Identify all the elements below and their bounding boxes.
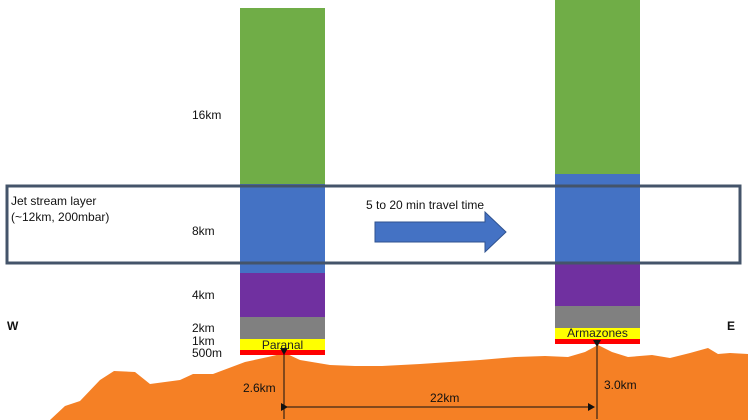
distance-label: 22km [430,391,460,405]
armazones-height-label: 3.0km [604,378,637,392]
jet-stream-title-line2: (~12km, 200mbar) [11,210,110,224]
travel-arrow [374,210,507,254]
west-label: W [7,319,19,333]
east-label: E [727,319,736,333]
layer-500m-label: 500m [192,346,223,360]
armazones-1km-layer [555,328,640,339]
jet-stream-title: Jet stream layer (~12km, 200mbar) [11,193,109,225]
armazones-4km-layer [555,263,640,306]
paranal-1km-layer [240,339,325,350]
armazones-2km-layer [555,306,640,328]
armazones-16km-layer [555,0,640,174]
jet-stream-title-line1: Jet stream layer [11,194,97,208]
layer-16km-label: 16km [192,108,222,122]
armazones-8km-layer [555,174,640,263]
layer-4km-label: 4km [192,288,215,302]
paranal-16km-layer [240,8,325,184]
layer-1km-label: 1km [192,334,215,348]
layer-2km-label: 2km [192,321,215,335]
terrain-profile [50,345,748,420]
paranal-height-label: 2.6km [243,381,276,395]
layer-8km-label: 8km [192,224,215,238]
travel-time-label: 5 to 20 min travel time [366,198,485,212]
paranal-4km-layer [240,273,325,317]
paranal-8km-layer [240,184,325,273]
armazones-label: Armazones [567,326,628,340]
paranal-label: Paranal [261,338,304,352]
jet-stream-box [5,184,742,265]
paranal-2km-layer [240,317,325,339]
